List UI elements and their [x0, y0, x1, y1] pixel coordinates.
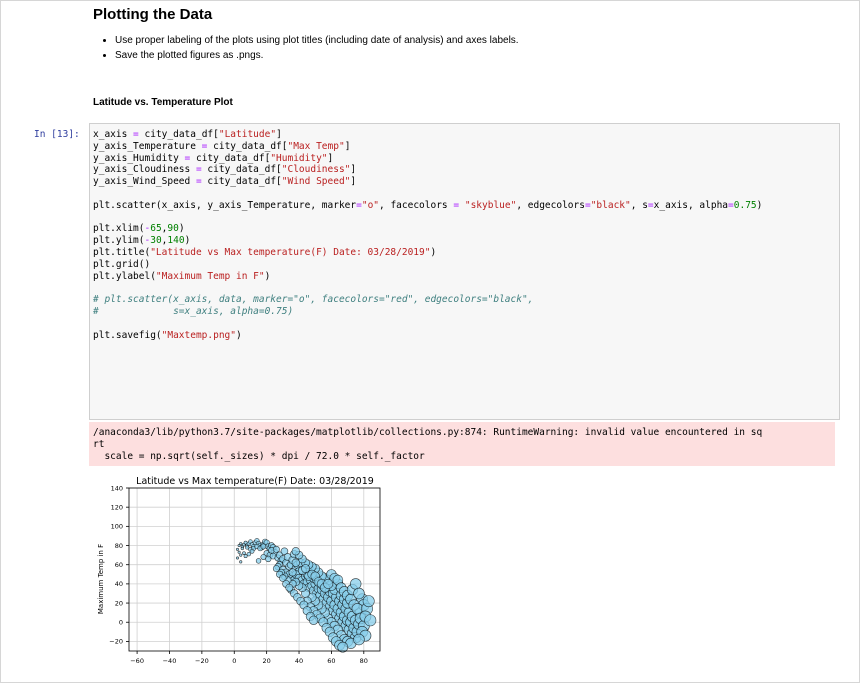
y-tick-label: 120 — [111, 503, 123, 511]
scatter-point — [239, 542, 243, 546]
cell-prompt: In [13]: — [34, 129, 80, 140]
scatter-point — [291, 547, 300, 556]
scatter-point — [362, 595, 375, 608]
scatter-point — [364, 614, 377, 627]
runtime-warning-output: /anaconda3/lib/python3.7/site-packages/m… — [89, 422, 835, 466]
warning-text: /anaconda3/lib/python3.7/site-packages/m… — [93, 427, 835, 463]
scatter-point — [237, 550, 241, 554]
scatter-point — [272, 565, 280, 573]
bullet-item: Save the plotted figures as .pngs. — [115, 48, 519, 63]
scatter-point — [260, 543, 267, 550]
x-tick-label: 80 — [360, 657, 368, 665]
scatter-point — [260, 554, 267, 560]
warning-line: rt — [93, 439, 105, 450]
plot-frame — [128, 487, 381, 652]
x-tick-label: −60 — [130, 657, 144, 665]
code-text: x_axis = city_data_df["Latitude"] y_axis… — [93, 129, 763, 341]
y-tick-label: 40 — [115, 580, 123, 588]
scatter-point — [235, 556, 239, 560]
scatter-point — [240, 546, 245, 551]
scatter-point — [288, 568, 297, 577]
code-cell[interactable]: x_axis = city_data_df["Latitude"] y_axis… — [89, 123, 840, 420]
y-tick-label: 100 — [111, 523, 123, 531]
y-tick-label: 20 — [115, 599, 123, 607]
scatter-point — [272, 545, 280, 553]
scatter-point — [246, 551, 251, 557]
scatter-point — [235, 547, 239, 551]
y-tick-label: 80 — [115, 542, 123, 550]
scatter-point — [301, 564, 310, 573]
plot-subheading: Latitude vs. Temperature Plot — [93, 97, 233, 108]
instructions-list: Use proper labeling of the plots using p… — [93, 33, 519, 63]
scatter-point — [337, 641, 349, 653]
scatter-point — [243, 554, 248, 559]
axes: −60 −40 −20 0 20 40 60 80 −20 0 20 40 60 80 100 120 140 — [109, 484, 381, 665]
scatter-point — [249, 548, 255, 554]
y-tick-label: −20 — [109, 638, 123, 646]
scatter-point — [255, 558, 262, 564]
y-axis-label: Maximum Temp in F — [97, 544, 105, 614]
y-tick-label: 60 — [115, 561, 123, 569]
scatter-point — [353, 633, 365, 646]
section-heading: Plotting the Data — [93, 6, 213, 23]
scatter-point — [237, 544, 241, 548]
scatter-point — [291, 558, 300, 567]
bullet-item: Use proper labeling of the plots using p… — [115, 33, 519, 48]
scatter-point — [323, 578, 334, 589]
x-tick-label: 20 — [263, 657, 271, 665]
x-tick-label: 40 — [295, 657, 303, 665]
scatter-point — [285, 583, 294, 592]
scatter-chart: Latitude vs Max temperature(F) Date: 03/… — [97, 476, 381, 665]
scatter-point — [239, 560, 243, 564]
scatter-point — [353, 587, 365, 600]
y-tick-label: 140 — [111, 484, 123, 492]
scatter-point — [279, 574, 287, 582]
y-tick-label: 0 — [119, 619, 123, 627]
chart-title: Latitude vs Max temperature(F) Date: 03/… — [136, 476, 374, 487]
scatter-points — [235, 538, 377, 653]
x-tick-label: −20 — [195, 657, 209, 665]
warning-line: /anaconda3/lib/python3.7/site-packages/m… — [93, 427, 763, 438]
x-tick-label: 60 — [327, 657, 335, 665]
x-tick-label: −40 — [163, 657, 177, 665]
scatter-point — [350, 578, 362, 590]
warning-line: scale = np.sqrt(self._sizes) * dpi / 72.… — [93, 451, 425, 462]
scatter-point — [308, 615, 319, 625]
scatter-point — [280, 547, 289, 556]
scatter-point — [245, 545, 250, 550]
scatter-point — [242, 551, 246, 556]
scatter-point — [239, 553, 243, 557]
x-tick-label: 0 — [232, 657, 236, 665]
